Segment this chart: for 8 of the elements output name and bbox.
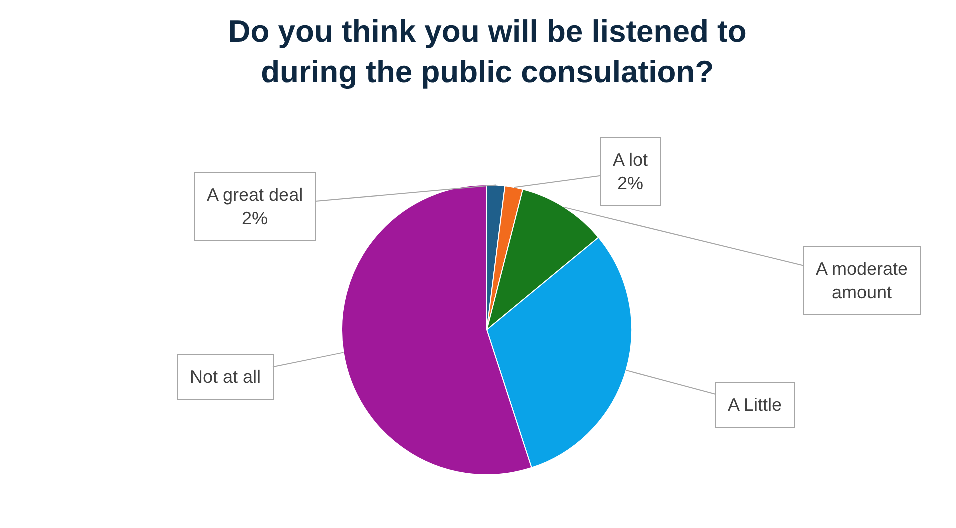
slice-label: A great deal xyxy=(207,185,304,205)
slice-label: A lot xyxy=(613,150,648,170)
slice-label: A moderate amount xyxy=(816,259,908,302)
slice-label: A Little xyxy=(728,395,782,415)
slice-label: Not at all xyxy=(190,367,262,387)
data-label: 2% xyxy=(242,208,268,228)
data-label: 2% xyxy=(618,173,644,194)
chart-title: Do you think you will be listened to during the public consulation? xyxy=(228,14,747,90)
